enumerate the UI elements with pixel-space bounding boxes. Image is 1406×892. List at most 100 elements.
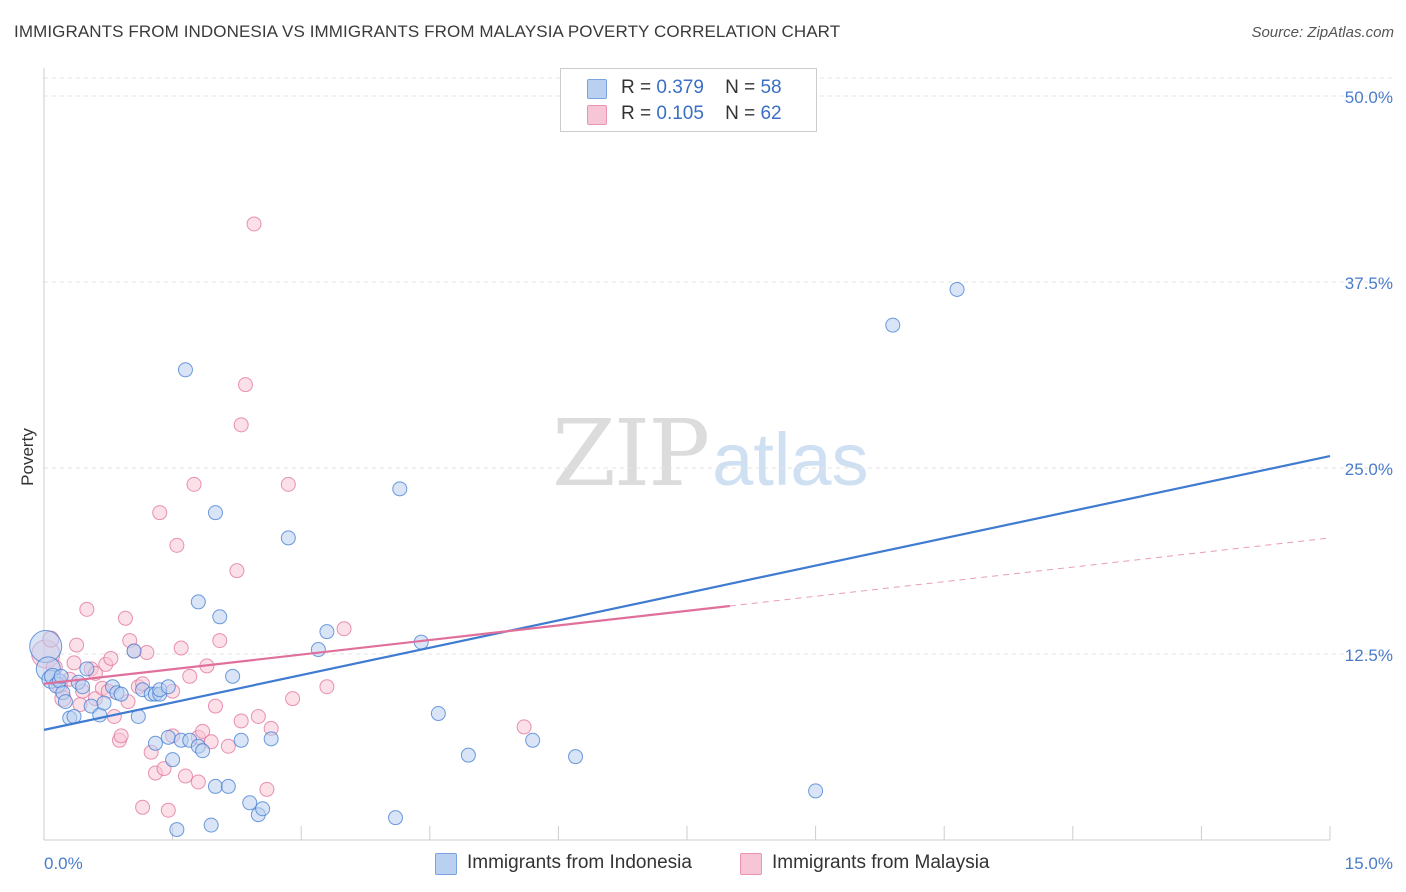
point-indonesia <box>460 747 476 763</box>
point-indonesia <box>885 317 901 333</box>
point-indonesia <box>263 731 279 747</box>
point-malaysia <box>103 650 119 666</box>
point-malaysia <box>139 645 155 661</box>
point-malaysia <box>336 621 352 637</box>
point-malaysia <box>250 708 266 724</box>
legend-n-value-malaysia: 62 <box>760 103 782 124</box>
point-indonesia <box>165 752 181 768</box>
trend-lines <box>43 455 1331 731</box>
y-tick-label: 37.5% <box>1345 274 1393 293</box>
point-indonesia <box>169 822 185 838</box>
point-malaysia <box>117 610 133 626</box>
point-malaysia <box>69 637 85 653</box>
correlation-legend: R = 0.379 N = 58 R = 0.105 N = 62 <box>560 68 817 132</box>
point-malaysia <box>152 505 168 521</box>
x-tick-label-min: 0.0% <box>44 854 83 873</box>
point-indonesia <box>225 668 241 684</box>
point-indonesia <box>126 643 142 659</box>
point-indonesia <box>242 795 258 811</box>
series-label-indonesia: Immigrants from Indonesia <box>467 852 692 873</box>
point-indonesia <box>147 735 163 751</box>
point-indonesia <box>57 694 73 710</box>
data-points <box>29 216 965 838</box>
legend-n-label: N = <box>725 77 756 98</box>
point-malaysia <box>177 768 193 784</box>
point-indonesia <box>212 609 228 625</box>
watermark-zip: ZIP <box>552 400 710 507</box>
series-label-malaysia: Immigrants from Malaysia <box>772 852 990 873</box>
point-indonesia <box>203 817 219 833</box>
point-indonesia <box>79 661 95 677</box>
point-malaysia <box>207 698 223 714</box>
y-tick-label: 50.0% <box>1345 88 1393 107</box>
point-indonesia <box>53 668 69 684</box>
point-malaysia <box>516 719 532 735</box>
legend-swatch-malaysia <box>587 105 607 125</box>
point-indonesia <box>207 505 223 521</box>
point-malaysia <box>190 774 206 790</box>
point-indonesia <box>388 810 404 826</box>
point-indonesia <box>113 686 129 702</box>
chart-title: IMMIGRANTS FROM INDONESIA VS IMMIGRANTS … <box>14 22 841 41</box>
point-indonesia <box>195 743 211 759</box>
point-indonesia <box>96 695 112 711</box>
source-label: Source: ZipAtlas.com <box>1251 24 1394 41</box>
point-indonesia <box>392 481 408 497</box>
legend-n-label: N = <box>725 103 756 124</box>
point-indonesia <box>177 362 193 378</box>
point-malaysia <box>182 668 198 684</box>
point-malaysia <box>66 655 82 671</box>
series-swatch-malaysia <box>740 853 762 875</box>
grid-lines <box>44 77 1392 655</box>
point-malaysia <box>259 781 275 797</box>
y-axis-title: Poverty <box>18 428 37 486</box>
point-indonesia <box>75 679 91 695</box>
point-indonesia <box>160 729 176 745</box>
point-indonesia <box>949 281 965 297</box>
point-malaysia <box>195 723 211 739</box>
legend-n-value-indonesia: 58 <box>760 77 782 98</box>
legend-r-label: R = <box>621 77 652 98</box>
point-indonesia <box>280 530 296 546</box>
point-indonesia <box>160 679 176 695</box>
x-tick-label-max: 15.0% <box>1345 854 1393 873</box>
series-swatch-indonesia <box>435 853 457 875</box>
watermark: ZIPatlas <box>552 400 868 507</box>
point-indonesia <box>220 778 236 794</box>
point-indonesia <box>207 778 223 794</box>
watermark-atlas: atlas <box>712 418 869 501</box>
point-malaysia <box>229 563 245 579</box>
point-indonesia <box>319 624 335 640</box>
point-malaysia <box>285 691 301 707</box>
y-tick-label: 12.5% <box>1345 646 1393 665</box>
point-malaysia <box>246 216 262 232</box>
trend-line-malaysia <box>43 604 730 685</box>
point-indonesia <box>430 706 446 722</box>
legend-swatch-indonesia <box>587 79 607 99</box>
point-indonesia <box>233 732 249 748</box>
trend-line-indonesia <box>43 455 1331 731</box>
point-malaysia <box>233 417 249 433</box>
legend-r-value-malaysia: 0.105 <box>656 103 704 124</box>
point-malaysia <box>237 377 253 393</box>
point-indonesia <box>190 594 206 610</box>
point-indonesia <box>568 749 584 765</box>
point-malaysia <box>169 537 185 553</box>
point-indonesia <box>525 732 541 748</box>
point-malaysia <box>280 476 296 492</box>
point-malaysia <box>160 802 176 818</box>
point-indonesia <box>310 642 326 658</box>
point-malaysia <box>79 601 95 617</box>
point-malaysia <box>173 640 189 656</box>
point-indonesia <box>255 801 271 817</box>
point-malaysia <box>233 713 249 729</box>
point-indonesia <box>808 783 824 799</box>
point-malaysia <box>212 633 228 649</box>
point-malaysia <box>186 476 202 492</box>
point-malaysia <box>135 799 151 815</box>
legend-r-value-indonesia: 0.379 <box>656 77 704 98</box>
y-tick-label: 25.0% <box>1345 460 1393 479</box>
trend-line-malaysia-extension <box>729 537 1331 607</box>
legend-r-label: R = <box>621 103 652 124</box>
